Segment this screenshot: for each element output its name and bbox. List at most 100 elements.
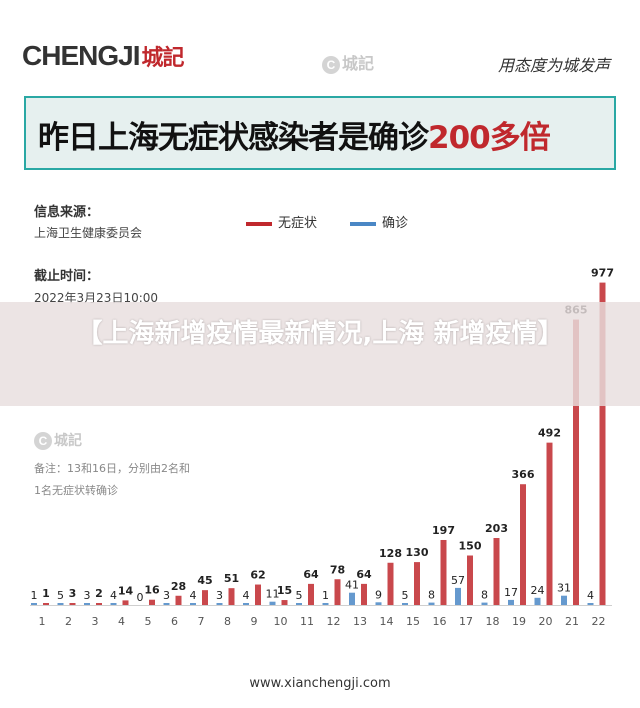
bar-asymptomatic: [520, 484, 526, 605]
legend-asymptomatic: 无症状: [246, 212, 317, 231]
bar-asymptomatic: [281, 600, 288, 605]
x-tick-label: 12: [327, 615, 341, 628]
data-label-asymptomatic: 3: [69, 587, 77, 600]
data-label-confirmed: 11: [266, 588, 280, 601]
bar-confirmed: [402, 603, 408, 605]
data-label-confirmed: 3: [163, 589, 170, 602]
x-tick-label: 15: [406, 615, 420, 628]
data-label-asymptomatic: 150: [459, 540, 482, 553]
bar-asymptomatic: [69, 603, 76, 605]
data-label-asymptomatic: 1: [42, 587, 50, 600]
x-tick-label: 16: [433, 615, 447, 628]
x-tick-label: 1: [39, 615, 46, 628]
bar-asymptomatic: [228, 588, 235, 605]
headline-highlight: 200多倍: [428, 120, 551, 156]
data-label-confirmed: 8: [481, 589, 488, 602]
data-label-confirmed: 1: [322, 589, 329, 602]
slogan: 用态度为城发声: [497, 56, 610, 75]
x-tick-label: 19: [512, 615, 526, 628]
data-label-confirmed: 9: [375, 588, 382, 601]
data-label-asymptomatic: 130: [406, 546, 429, 559]
x-tick-label: 4: [118, 615, 125, 628]
bar-confirmed: [243, 603, 249, 605]
bar-asymptomatic: [440, 539, 447, 605]
x-tick-label: 6: [171, 615, 178, 628]
data-label-asymptomatic: 62: [250, 569, 265, 582]
data-label-asymptomatic: 45: [197, 574, 212, 587]
bar-asymptomatic: [122, 600, 129, 605]
bar-asymptomatic: [414, 562, 420, 605]
legend-swatch-asymptomatic: [246, 221, 272, 226]
bar-confirmed: [31, 603, 37, 605]
data-label-confirmed: 4: [190, 589, 197, 602]
bar-asymptomatic: [599, 282, 606, 605]
data-label-confirmed: 24: [531, 584, 545, 597]
x-tick-label: 14: [380, 615, 394, 628]
bar-asymptomatic: [43, 603, 49, 605]
x-tick-label: 2: [65, 615, 72, 628]
bar-asymptomatic: [573, 319, 579, 605]
bar-confirmed: [349, 592, 355, 605]
bar-confirmed: [84, 603, 90, 605]
legend-confirmed: 确诊: [350, 212, 408, 231]
data-label-confirmed: 5: [57, 589, 64, 602]
x-tick-label: 13: [353, 615, 367, 628]
headline-banner: 昨日上海无症状感染者是确诊200多倍: [24, 96, 616, 170]
watermark-middle: C 城記: [34, 430, 82, 450]
x-tick-label: 8: [224, 615, 231, 628]
data-label-confirmed: 4: [587, 589, 594, 602]
note-line-1: 备注：13和16日，分别由2名和: [34, 462, 190, 475]
bar-confirmed: [163, 603, 170, 605]
bar-asymptomatic: [334, 579, 341, 605]
bar-confirmed: [481, 602, 488, 605]
brand-logo: CHENGJI城記: [22, 40, 184, 72]
note-line-2: 1名无症状转确诊: [34, 484, 118, 497]
data-label-asymptomatic: 64: [356, 568, 372, 581]
data-label-confirmed: 3: [216, 589, 223, 602]
data-label-confirmed: 41: [345, 579, 359, 592]
data-label-confirmed: 31: [557, 582, 571, 595]
data-label-asymptomatic: 197: [432, 524, 455, 537]
logo-text: CHENGJI: [22, 40, 140, 71]
data-label-asymptomatic: 366: [512, 468, 535, 481]
data-label-confirmed: 4: [243, 589, 250, 602]
bar-asymptomatic: [361, 583, 367, 605]
x-tick-label: 21: [565, 615, 579, 628]
legend-label-confirmed: 确诊: [382, 216, 409, 231]
overlay-title: 【上海新增疫情最新情况,上海 新增疫情】: [76, 319, 564, 349]
data-label-confirmed: 3: [84, 589, 91, 602]
x-tick-label: 5: [145, 615, 152, 628]
footer-url: www.xianchengji.com: [249, 676, 391, 691]
title-overlay: [0, 302, 640, 406]
bar-confirmed: [110, 603, 117, 605]
data-label-asymptomatic: 492: [538, 427, 561, 440]
bar-asymptomatic: [175, 595, 182, 605]
bar-asymptomatic: [308, 583, 314, 605]
data-label-asymptomatic: 128: [379, 547, 402, 560]
data-label-asymptomatic: 78: [330, 563, 345, 576]
data-label-asymptomatic: 977: [591, 267, 614, 280]
bar-confirmed: [534, 597, 541, 605]
data-label-asymptomatic: 51: [224, 572, 239, 585]
bar-asymptomatic: [255, 584, 261, 605]
x-tick-label: 9: [251, 615, 258, 628]
data-label-confirmed: 4: [110, 589, 117, 602]
bar-confirmed: [57, 603, 64, 605]
bar-asymptomatic: [546, 442, 553, 605]
bar-confirmed: [322, 603, 329, 605]
bar-confirmed: [561, 595, 567, 605]
data-label-confirmed: 57: [451, 574, 465, 587]
x-tick-label: 11: [300, 615, 314, 628]
deadline-label: 截止时间：: [34, 269, 100, 284]
legend-label-asymptomatic: 无症状: [278, 216, 318, 231]
data-label-asymptomatic: 16: [144, 584, 160, 597]
x-tick-label: 7: [198, 615, 205, 628]
data-label-confirmed: 17: [504, 586, 518, 599]
data-label-asymptomatic: 2: [95, 587, 103, 600]
data-label-confirmed: 8: [428, 589, 435, 602]
data-label-asymptomatic: 28: [171, 580, 186, 593]
copyright-icon: C: [322, 56, 340, 74]
source-value: 上海卫生健康委员会: [34, 226, 143, 240]
data-label-asymptomatic: 14: [118, 584, 134, 597]
x-tick-label: 10: [274, 615, 288, 628]
